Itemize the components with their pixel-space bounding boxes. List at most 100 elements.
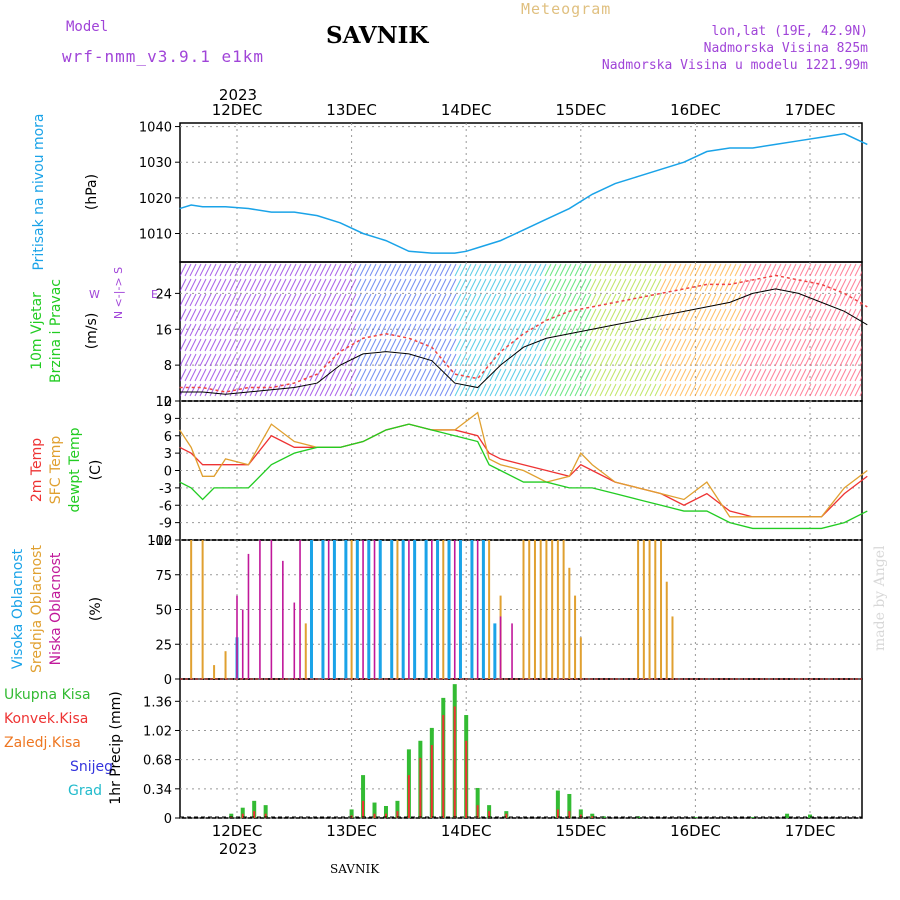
wind-barb: [289, 308, 297, 322]
wind-barb: [569, 338, 577, 352]
wind-barb: [824, 263, 832, 277]
wind-barb: [434, 278, 442, 292]
wind-barb: [669, 368, 677, 382]
wind-barb: [269, 293, 277, 307]
wind-barb: [314, 308, 322, 322]
wind-barb: [579, 353, 587, 367]
cloud-bar: [378, 540, 382, 679]
wind-barb: [669, 308, 677, 322]
cloud-bar: [321, 540, 325, 679]
wind-barb: [714, 293, 722, 307]
wind-barb: [639, 383, 647, 397]
wind-barb: [459, 353, 467, 367]
wind-barb: [699, 353, 707, 367]
wind-barb: [579, 338, 587, 352]
wind-barb: [709, 263, 717, 277]
wind-barb: [559, 353, 567, 367]
wind-barb: [799, 368, 807, 382]
wind-barb: [604, 308, 612, 322]
wind-barb: [334, 293, 342, 307]
wind-barb: [379, 353, 387, 367]
wind-barb: [469, 263, 477, 277]
wind-barb: [180, 308, 187, 322]
wind-barb: [794, 353, 802, 367]
wind-barb: [214, 323, 222, 337]
top-day-label: 17DEC: [785, 101, 836, 119]
wind-barb: [834, 263, 842, 277]
wind-barb: [804, 323, 812, 337]
y-tick-label: 0: [164, 673, 172, 688]
wind-barb: [180, 323, 187, 337]
wind-barb: [424, 293, 432, 307]
wind-barb: [529, 278, 537, 292]
wind-barb: [189, 293, 197, 307]
wind-barb: [724, 263, 732, 277]
wind-barb: [214, 263, 222, 277]
model-name: wrf-nmm_v3.9.1 e1km: [62, 47, 265, 66]
wind-barb: [714, 368, 722, 382]
wind-barb: [689, 278, 697, 292]
wind-barb: [394, 338, 402, 352]
wind-barb: [534, 308, 542, 322]
wind-barb: [414, 383, 422, 397]
wind-barb: [334, 353, 342, 367]
wind-barb: [634, 323, 642, 337]
wind-barb: [534, 353, 542, 367]
wind-barb: [409, 383, 417, 397]
wind-barb: [429, 353, 437, 367]
wind-barb: [229, 263, 237, 277]
wind-barb: [694, 323, 702, 337]
wind-barb: [774, 263, 782, 277]
wind-barb: [249, 278, 257, 292]
wind-barb: [719, 263, 727, 277]
wind-barb: [699, 323, 707, 337]
wind-barb: [769, 278, 777, 292]
wind-barb: [254, 308, 262, 322]
wind-barb: [319, 383, 327, 397]
wind-barb: [684, 323, 692, 337]
wind-barb: [629, 368, 637, 382]
wind-barb: [734, 353, 742, 367]
wind-barb: [614, 293, 622, 307]
cloud-bar: [367, 540, 371, 679]
wind-barb: [684, 368, 692, 382]
wind-barb: [409, 308, 417, 322]
wind-barb: [394, 293, 402, 307]
wind-barb: [674, 368, 682, 382]
wind-barb: [814, 323, 822, 337]
wind-barb: [279, 293, 287, 307]
wind-barb: [284, 338, 292, 352]
wind-barb: [779, 293, 787, 307]
wind-barb: [214, 338, 222, 352]
wind-barb: [674, 293, 682, 307]
wind-barb: [589, 368, 597, 382]
wind-barb: [244, 383, 252, 397]
wind-barb: [819, 293, 827, 307]
wind-barb: [289, 353, 297, 367]
wind-barb: [584, 353, 592, 367]
wind-barb: [759, 338, 767, 352]
wind-barb: [674, 308, 682, 322]
precip-bar: [476, 805, 479, 818]
wind-barb: [269, 263, 277, 277]
wind-barb: [524, 263, 532, 277]
wind-barb: [529, 293, 537, 307]
wind-barb: [774, 383, 782, 397]
wind-barb: [259, 278, 267, 292]
model-elevation-label: Nadmorska Visina u modelu 1221.99m: [601, 58, 868, 73]
wind-barb: [589, 338, 597, 352]
wind-barb: [394, 353, 402, 367]
wind-barb: [799, 353, 807, 367]
wind-barb: [379, 263, 387, 277]
wind-barb: [419, 308, 427, 322]
wind-barb: [524, 293, 532, 307]
wind-barb: [794, 383, 802, 397]
wind-barb: [424, 263, 432, 277]
wind-barb: [249, 383, 257, 397]
wind-barb: [829, 293, 837, 307]
wind-barb: [524, 368, 532, 382]
wind-barb: [309, 263, 317, 277]
wind-barb: [379, 308, 387, 322]
cloud-bar: [413, 540, 417, 679]
wind-barb: [384, 278, 392, 292]
